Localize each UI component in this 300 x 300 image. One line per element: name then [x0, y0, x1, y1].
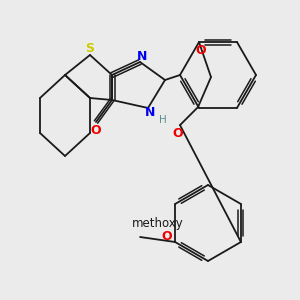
Text: S: S	[85, 41, 94, 55]
Text: O: O	[196, 44, 206, 57]
Text: H: H	[159, 115, 167, 125]
Text: methoxy: methoxy	[132, 218, 184, 230]
Text: O: O	[91, 124, 101, 136]
Text: O: O	[162, 230, 172, 244]
Text: N: N	[145, 106, 155, 119]
Text: O: O	[173, 127, 183, 140]
Text: N: N	[137, 50, 147, 64]
